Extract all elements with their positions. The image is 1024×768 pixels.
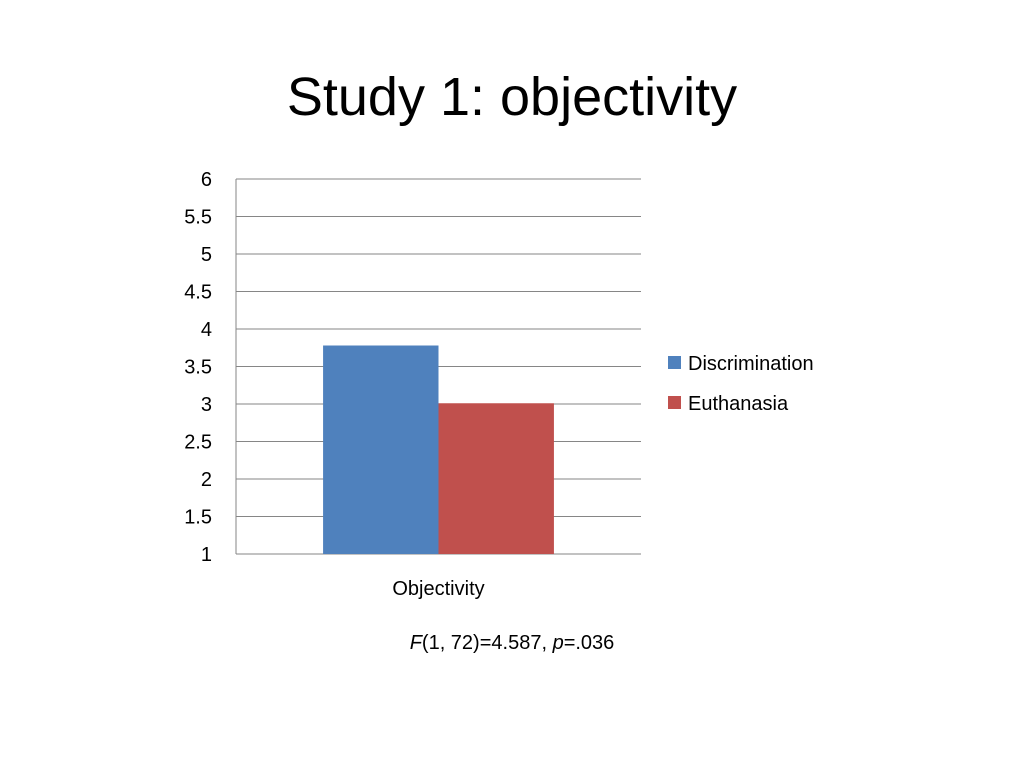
legend-swatch-discrimination <box>668 356 681 369</box>
f-symbol: F <box>409 632 422 654</box>
y-tick-label-7: 4.5 <box>184 282 212 304</box>
y-tick-label-8: 5 <box>201 244 212 266</box>
legend-label-discrimination: Discrimination <box>688 353 814 375</box>
legend-label-euthanasia: Euthanasia <box>688 393 789 415</box>
f-args: (1, 72)=4.587, <box>421 632 553 654</box>
p-value: =.036 <box>563 632 615 654</box>
statistics-line: F(1, 72)=4.587, p=.036 <box>0 630 1024 656</box>
y-tick-label-2: 2 <box>201 469 212 491</box>
y-tick-label-5: 3.5 <box>184 357 212 379</box>
slide-title: Study 1: objectivity <box>286 67 738 127</box>
y-tick-label-4: 3 <box>201 394 212 416</box>
bar-discrimination-0 <box>323 345 439 554</box>
y-tick-label-3: 2.5 <box>184 432 212 454</box>
bar-euthanasia-0 <box>438 403 554 554</box>
p-symbol: p <box>552 632 564 654</box>
y-tick-label-10: 6 <box>201 169 212 191</box>
y-tick-label-1: 1.5 <box>184 507 212 529</box>
legend-swatch-euthanasia <box>668 396 681 409</box>
y-tick-label-9: 5.5 <box>184 207 212 229</box>
y-tick-label-6: 4 <box>201 319 212 341</box>
y-tick-label-0: 1 <box>201 544 212 566</box>
x-category-label-0: Objectivity <box>392 578 484 600</box>
